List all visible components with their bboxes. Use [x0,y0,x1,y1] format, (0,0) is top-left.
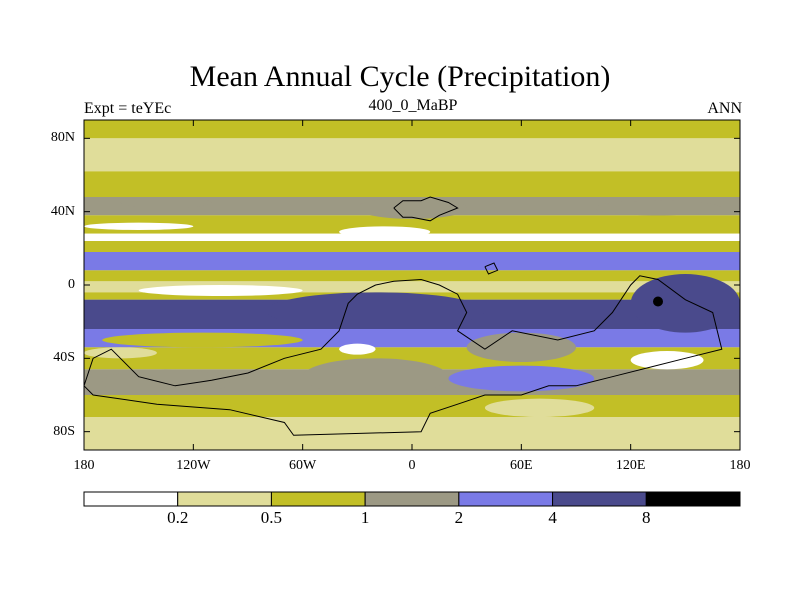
field-patch-1 [357,197,467,219]
coastline-north-land [393,196,459,222]
x-tick-label-0: 180 [73,458,95,473]
zonal-band-0 [84,120,740,139]
x-tick-label-6: 180 [729,458,751,473]
zonal-band-1 [84,138,740,172]
x-tick-label-3: 0 [408,458,416,473]
zonal-band-5 [84,233,740,241]
colorbar-box-4 [458,491,554,507]
x-tick-label-4: 60E [510,458,533,473]
field-patch-6 [630,274,740,333]
field-patch-9 [466,332,576,363]
field-patch-10 [102,369,230,395]
zonal-band-7 [84,252,740,271]
chart-title: Mean Annual Cycle (Precipitation) [189,60,611,93]
colorbar-label-0: 0.2 [167,508,189,527]
colorbar [83,491,741,507]
coastline-arabia [484,262,499,275]
colorbar-label-5: 8 [642,508,651,527]
field-patch-15 [84,347,157,359]
colorbar-box-0 [83,491,179,507]
zonal-band-8 [84,270,740,282]
y-tick-label-3: 40S [53,350,75,366]
zonal-band-13 [84,347,740,370]
colorbar-box-1 [177,491,272,507]
field-patch-11 [302,358,449,395]
zonal-band-4 [84,215,740,234]
precip-max-spot-0 [653,296,663,307]
x-tick-label-5: 120E [615,458,646,473]
colorbar-box-5 [552,491,647,507]
zonal-band-9 [84,281,740,293]
field-patch-12 [448,365,595,392]
y-tick-label-1: 40N [50,203,75,219]
colorbar-box-3 [364,491,460,507]
y-tick-label-4: 80S [53,423,75,439]
field-patch-8 [102,332,303,348]
coastlines [84,196,723,436]
colorbar-box-2 [270,491,366,507]
y-tick-label-0: 80N [50,130,75,146]
experiment-label: Expt = teYEc [84,100,172,117]
colorbar-label-2: 1 [360,508,370,527]
field-patch-2 [594,200,722,216]
field-patch-4 [339,226,431,238]
field-patch-7 [138,285,303,296]
colorbar-label-4: 4 [548,508,557,527]
field-patch-13 [630,351,704,370]
x-tick-label-2: 60W [289,458,317,473]
coastline-gondwana [84,275,723,436]
zonal-band-6 [84,241,740,252]
field-patch-16 [484,398,595,418]
field-patch-14 [339,343,376,355]
precipitation-field [84,120,740,450]
x-tick-label-1: 120W [176,458,211,473]
field-patch-3 [84,222,194,230]
colorbar-box-6 [645,491,741,507]
y-tick-label-2: 0 [68,277,75,292]
field-patch-0 [120,197,212,208]
season-label: ANN [707,100,742,117]
period-label: 400_0_MaBP [368,97,458,114]
axis-ticks [83,120,741,450]
field-patch-5 [266,292,485,329]
zonal-band-2 [84,171,740,197]
colorbar-label-3: 2 [454,508,464,527]
colorbar-label-1: 0.5 [260,508,283,527]
